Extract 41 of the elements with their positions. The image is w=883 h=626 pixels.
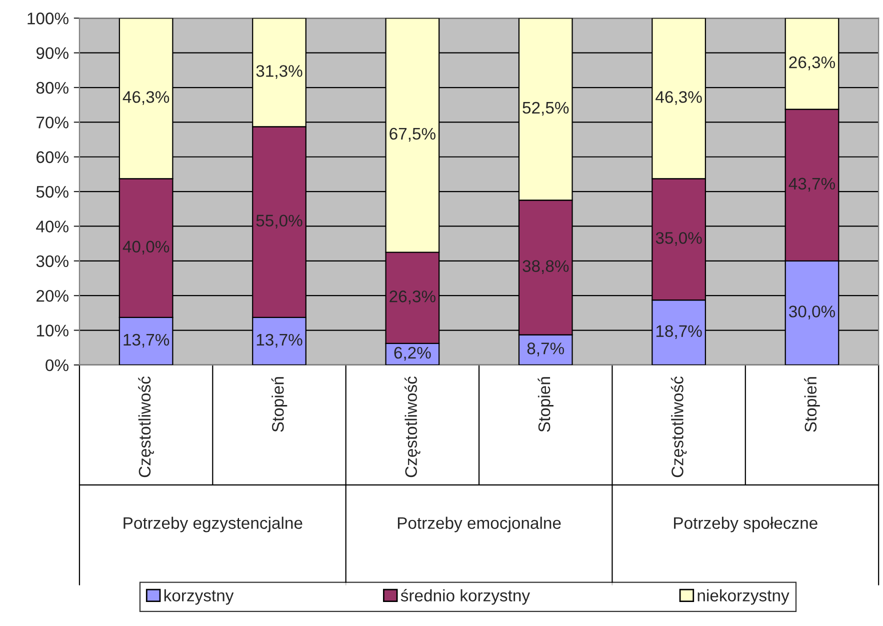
x-tick-label: Częstotliwość	[138, 376, 154, 478]
data-label: 35,0%	[656, 232, 702, 246]
y-tick-label: 30%	[36, 255, 68, 268]
data-label: 13,7%	[256, 334, 302, 348]
data-label: 43,7%	[788, 178, 836, 192]
data-label: 46,3%	[656, 91, 702, 105]
data-label: 55,0%	[256, 214, 302, 229]
data-label: 26,3%	[390, 290, 436, 304]
y-tick-label: 100%	[28, 12, 68, 24]
y-tick-label: 90%	[36, 47, 68, 60]
data-label: 30,0%	[789, 306, 836, 320]
data-label: 52,5%	[522, 102, 569, 116]
x-tick-label: Częstotliwość	[670, 376, 687, 478]
data-label: 13,7%	[124, 334, 170, 348]
legend-label: korzystny	[164, 589, 234, 605]
data-label: 31,3%	[256, 65, 302, 79]
x-tick-label: Stopień	[271, 377, 288, 432]
data-label: 6,2%	[394, 346, 431, 361]
y-tick-label: 80%	[36, 82, 68, 94]
x-tick-label: Stopień	[538, 377, 554, 432]
y-tick-label: 50%	[36, 186, 68, 198]
text: Potrzeby emocjonalne	[398, 516, 561, 532]
y-tick-label: 60%	[36, 151, 68, 164]
data-label: 40,0%	[122, 240, 170, 255]
legend-label: niekorzystny	[698, 589, 790, 605]
text: Potrzeby społeczne	[674, 516, 818, 532]
data-label: 18,7%	[656, 325, 702, 339]
x-tick-label: Częstotliwość	[404, 376, 420, 478]
y-tick-label: 0%	[46, 359, 68, 372]
data-label: 8,7%	[527, 342, 564, 356]
data-label: 26,3%	[789, 56, 836, 70]
text: Potrzeby egzystencjalne	[124, 516, 302, 532]
y-tick-label: 70%	[36, 116, 68, 128]
x-tick-label: Stopień	[804, 377, 820, 432]
y-tick-label: 40%	[36, 220, 68, 232]
legend-label: średnio korzystny	[400, 589, 530, 605]
y-tick-label: 20%	[36, 290, 68, 302]
data-label: 46,3%	[122, 91, 170, 105]
data-label: 67,5%	[390, 128, 436, 142]
y-tick-label: 10%	[36, 324, 68, 336]
data-label: 38,8%	[522, 260, 569, 274]
